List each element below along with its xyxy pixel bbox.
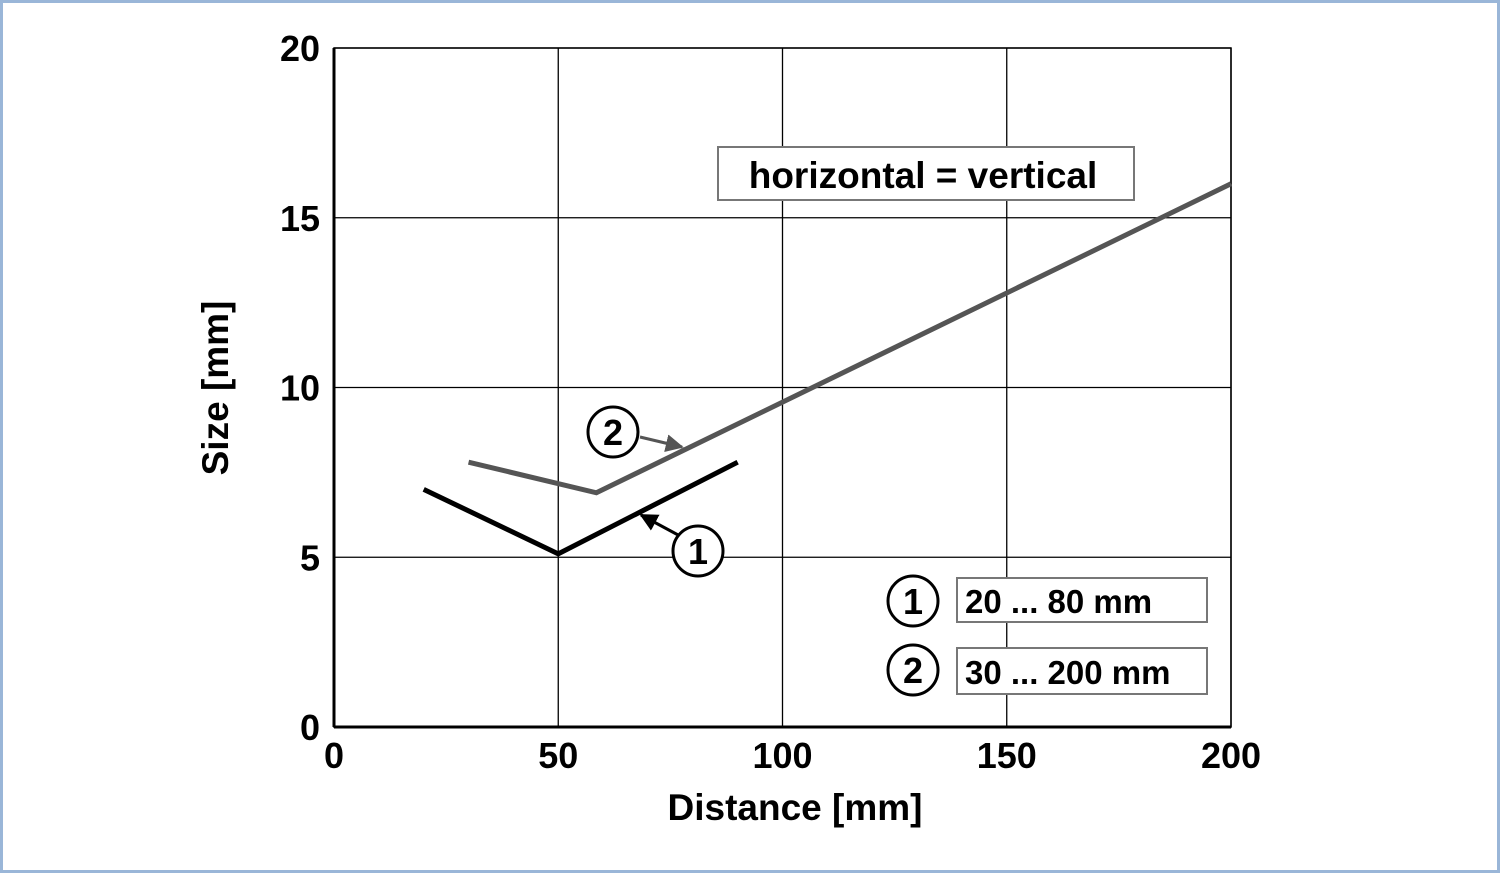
y-axis-label: Size [mm] [195,301,236,476]
legend-item-1: 1 20 ... 80 mm [886,574,1208,628]
legend-marker-2 [886,643,940,697]
y-tick-label: 5 [300,537,320,578]
callout-circle-1 [671,524,725,578]
y-tick-label: 10 [280,368,320,409]
callout-number-2: 2 [603,412,623,453]
legend-marker-1 [886,574,940,628]
series-lines [422,181,1233,557]
series-line-1 [422,459,739,557]
x-tick-label: 0 [324,735,344,776]
x-tick-label: 100 [752,735,812,776]
y-tick-label: 20 [280,28,320,69]
callout-circle-2 [586,405,640,459]
y-tick-label: 15 [280,198,320,239]
legend-marker-2-text: 2 [903,650,923,691]
x-tick-label: 50 [538,735,578,776]
legend-marker-1-text: 1 [903,581,923,622]
annotation-box: horizontal = vertical [717,146,1135,201]
grid [332,47,1232,729]
callout-arrow-2 [639,434,684,453]
callout-arrow-1 [639,513,681,538]
x-tick-label: 200 [1201,735,1261,776]
plot-area [333,47,1232,728]
annotation-text: horizontal = vertical [749,155,1098,196]
x-axis-label: Distance [mm] [668,787,923,828]
legend-label-2: 30 ... 200 mm [965,654,1170,691]
series-line-2 [467,181,1233,496]
y-tick-label: 0 [300,707,320,748]
legend-item-2: 2 30 ... 200 mm [886,643,1208,697]
tick-labels: 0 50 100 150 200 0 5 10 15 20 [280,28,1261,776]
callout-number-1: 1 [688,531,708,572]
legend: 1 20 ... 80 mm 2 30 ... 200 mm [886,574,1208,697]
callouts: 12 [586,405,725,578]
x-tick-label: 150 [977,735,1037,776]
legend-label-1: 20 ... 80 mm [965,583,1152,620]
